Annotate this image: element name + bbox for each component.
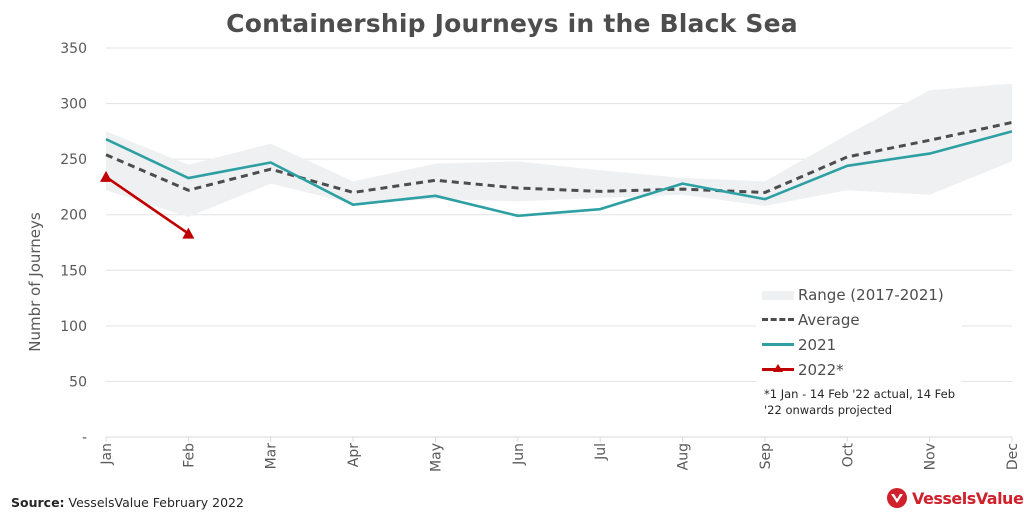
source-label: Source:: [11, 495, 65, 510]
legend-2022-swatch: [762, 364, 794, 372]
data-point-2022: [182, 227, 195, 239]
y-tick-label: 100: [60, 319, 87, 335]
x-tick-label: Jul: [593, 443, 609, 461]
legend-footnote: *1 Jan - 14 Feb '22 actual, 14 Feb '22 o…: [764, 387, 956, 417]
y-tick-label: 50: [69, 374, 87, 390]
y-tick-label: -: [82, 430, 87, 446]
y-tick-label: 300: [60, 97, 87, 113]
source-line: Source: VesselsValue February 2022: [11, 495, 244, 510]
legend-item-2022: 2022*: [762, 357, 958, 382]
x-tick-label: Feb: [181, 443, 197, 468]
legend-item-average: Average: [762, 307, 958, 332]
x-tick-label: Jan: [99, 443, 115, 466]
x-tick-label: Dec: [1005, 443, 1021, 470]
legend-item-range: Range (2017-2021): [762, 282, 958, 307]
legend-2022-label: 2022*: [798, 360, 844, 379]
triangle-marker-icon: [773, 364, 783, 372]
legend-average-label: Average: [798, 310, 860, 329]
x-tick-label: Sep: [758, 443, 774, 470]
y-axis-title: Numbr of Journeys: [26, 212, 44, 352]
x-tick-label: Mar: [264, 443, 280, 470]
series-line-2021: [105, 130, 1013, 218]
y-tick-label: 350: [60, 41, 87, 57]
y-tick-label: 250: [60, 152, 87, 168]
x-tick-label: May: [428, 443, 444, 472]
source-text: VesselsValue February 2022: [64, 495, 244, 510]
series-lines: [100, 120, 1013, 239]
x-tick-label: Oct: [840, 443, 856, 468]
x-tick-label: Nov: [923, 443, 939, 470]
series-line-2022: [105, 175, 190, 235]
legend-item-2021: 2021: [762, 332, 958, 357]
brand-logo: VesselsValue: [886, 487, 1024, 509]
y-tick-label: 150: [60, 263, 87, 279]
legend-2021-swatch: [762, 343, 794, 346]
x-tick-label: Apr: [346, 443, 362, 467]
legend-range-label: Range (2017-2021): [798, 285, 944, 304]
series-line-average: [105, 120, 1013, 194]
legend: Range (2017-2021) Average 2021 2022* *1 …: [756, 280, 962, 424]
legend-average-swatch: [762, 318, 794, 321]
legend-range-swatch: [762, 290, 794, 300]
brand-name: VesselsValue: [912, 488, 1024, 508]
y-tick-label: 200: [60, 208, 87, 224]
x-tick-label: Aug: [676, 443, 692, 470]
vesselsvalue-logo-icon: [887, 488, 907, 508]
data-point-2022: [100, 170, 112, 182]
chart-title: Containership Journeys in the Black Sea: [226, 9, 798, 38]
axes: 350 300 250 200 150 100 50 -Jan Feb Mar Apr May Jun J…: [60, 41, 1021, 472]
x-tick-label: Jun: [511, 443, 527, 466]
legend-2021-label: 2021: [798, 335, 837, 354]
